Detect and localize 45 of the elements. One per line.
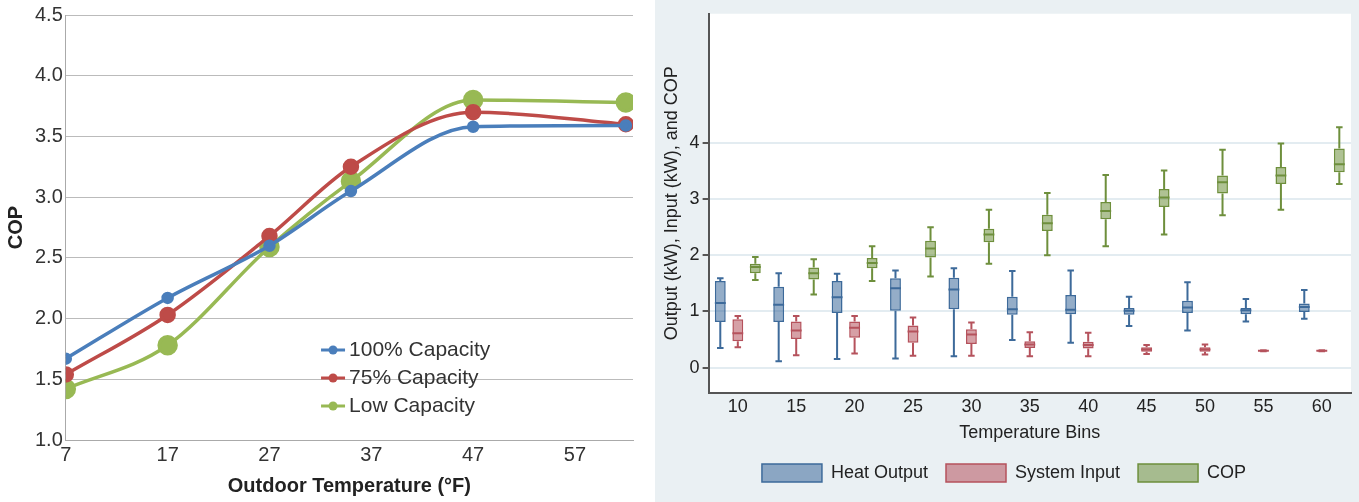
point — [344, 184, 358, 198]
legend-label: System Input — [1015, 461, 1121, 482]
y-axis-title: Output (kW), Input (kW), and COP — [660, 66, 681, 341]
point — [466, 120, 480, 133]
y-tick-label: 0 — [689, 356, 700, 377]
point — [159, 306, 176, 324]
x-tick-label: 30 — [961, 395, 982, 416]
x-tick-label: 27 — [258, 442, 281, 465]
legend-label: Heat Output — [830, 461, 929, 482]
x-tick-label: 25 — [902, 395, 924, 416]
x-tick-label: 57 — [563, 442, 587, 465]
x-tick-label: 20 — [844, 395, 865, 416]
y-tick-label: 4 — [689, 131, 700, 152]
x-tick-label: 37 — [360, 442, 383, 465]
legend-label: COP — [1207, 461, 1247, 482]
y-tick-label: 4.0 — [34, 63, 63, 86]
y-tick-label: 2 — [689, 244, 700, 265]
y-tick-label: 3 — [689, 188, 700, 209]
y-tick-label: 3.5 — [34, 123, 63, 146]
y-tick-label: 4.5 — [34, 2, 63, 25]
x-tick-label: 10 — [727, 395, 748, 416]
point — [161, 291, 174, 305]
y-axis-title: COP — [3, 205, 26, 250]
point — [342, 158, 360, 176]
x-tick-label: 45 — [1136, 395, 1157, 416]
y-tick-label: 1 — [689, 300, 700, 321]
y-tick-label: 2.0 — [34, 306, 63, 329]
x-tick-label: 15 — [786, 395, 807, 416]
y-tick-label: 3.0 — [34, 184, 63, 207]
x-tick-label: 55 — [1253, 395, 1274, 416]
x-tick-label: 60 — [1311, 395, 1332, 416]
x-tick-label: 50 — [1194, 395, 1216, 416]
x-axis-title: Outdoor Temperature (°F) — [227, 473, 471, 496]
legend-label: Low Capacity — [349, 392, 476, 416]
y-tick-label: 1.5 — [34, 366, 63, 389]
x-axis-title: Temperature Bins — [959, 422, 1101, 443]
x-tick-label: 40 — [1078, 395, 1099, 416]
point — [464, 103, 482, 121]
legend-label: 75% Capacity — [349, 364, 480, 388]
y-tick-label: 2.5 — [34, 245, 63, 268]
x-tick-label: 35 — [1019, 395, 1040, 416]
point — [157, 335, 178, 356]
x-tick-label: 47 — [462, 442, 485, 465]
x-tick-label: 17 — [156, 442, 179, 465]
legend-label: 100% Capacity — [349, 336, 491, 360]
